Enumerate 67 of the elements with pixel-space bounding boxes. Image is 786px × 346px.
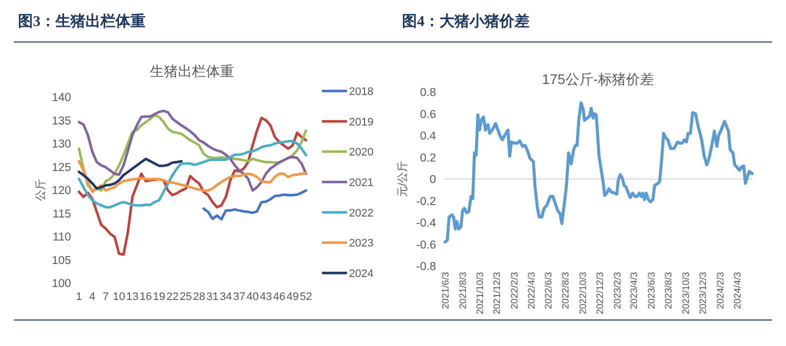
y-tick-label: 130 — [52, 138, 71, 150]
y-tick-label: 105 — [52, 254, 71, 267]
x-tick-label: 2023/12/3 — [698, 272, 710, 314]
x-tick-label: 37 — [233, 291, 246, 303]
x-tick-label: 28 — [193, 291, 206, 303]
x-tick-label: 13 — [126, 291, 139, 303]
x-tick-label: 7 — [102, 291, 109, 303]
y-tick-label: 140 — [52, 92, 71, 104]
x-tick-label: 2022/6/3 — [544, 272, 555, 309]
y-tick-label: -0.2 — [416, 196, 436, 208]
x-tick-label: 2024/4/3 — [732, 272, 744, 309]
y-tick-label: -0.8 — [416, 261, 436, 273]
chart-subtitle: 生猪出栏体重 — [150, 63, 234, 79]
y-tick-label: 125 — [52, 162, 71, 174]
y-axis-title: 元/公斤 — [396, 160, 409, 198]
y-tick-label: 0 — [430, 174, 436, 186]
x-tick-label: 19 — [152, 291, 166, 303]
legend-label: 2019 — [349, 116, 374, 128]
x-tick-label: 52 — [300, 291, 312, 303]
x-tick-label: 31 — [206, 291, 219, 303]
y-tick-label: -0.4 — [416, 218, 437, 230]
x-tick-label: 46 — [273, 291, 286, 303]
y-tick-label: -0.6 — [416, 239, 436, 252]
x-tick-label: 4 — [89, 291, 96, 303]
x-tick-label: 2022/8/3 — [560, 272, 572, 309]
y-axis-title: 公斤 — [34, 179, 47, 201]
chart-title: 图4：大猪小猪价差 — [402, 13, 530, 30]
x-tick-label: 49 — [286, 291, 299, 303]
y-tick-label: 0.4 — [420, 130, 437, 142]
x-tick-label: 2024/2/3 — [716, 272, 727, 309]
x-tick-label: 16 — [140, 291, 152, 303]
x-tick-label: 1 — [76, 291, 82, 303]
x-tick-label: 10 — [112, 291, 126, 303]
y-tick-label: 135 — [52, 115, 71, 128]
x-tick-label: 2022/10/3 — [578, 272, 589, 314]
y-tick-label: 0.2 — [420, 152, 436, 164]
chart-title: 图3：生猪出栏体重 — [18, 13, 146, 30]
y-tick-label: 115 — [52, 208, 71, 220]
x-tick-label: 2023/8/3 — [664, 272, 675, 309]
legend-label: 2024 — [349, 268, 374, 280]
y-tick-label: 120 — [52, 185, 71, 197]
legend-label: 2022 — [349, 207, 374, 220]
legend-label: 2021 — [349, 177, 374, 189]
x-tick-label: 2021/10/3 — [475, 272, 486, 314]
x-tick-label: 43 — [260, 291, 272, 303]
legend-label: 2018 — [349, 86, 374, 98]
x-tick-label: 2021/12/3 — [492, 272, 504, 314]
legend-label: 2023 — [349, 238, 374, 250]
legend-label: 2020 — [349, 146, 374, 159]
x-tick-label: 2023/2/3 — [612, 272, 624, 309]
x-tick-label: 2023/10/3 — [680, 272, 692, 314]
y-tick-label: 0.8 — [420, 87, 436, 99]
y-tick-label: 0.6 — [420, 108, 436, 121]
x-tick-label: 34 — [220, 291, 232, 303]
x-tick-label: 2022/2/3 — [510, 272, 521, 309]
x-tick-label: 2021/6/3 — [440, 272, 452, 309]
x-tick-label: 2023/6/3 — [646, 272, 658, 309]
y-tick-label: 100 — [52, 278, 71, 290]
x-tick-label: 2023/4/3 — [629, 272, 640, 309]
chart-subtitle: 175公斤-标猪价差 — [542, 71, 654, 87]
x-tick-label: 22 — [166, 291, 179, 303]
x-tick-label: 25 — [180, 291, 192, 303]
x-tick-label: 2022/12/3 — [595, 272, 606, 314]
x-tick-label: 2021/8/3 — [458, 272, 469, 309]
x-tick-label: 2022/4/3 — [526, 272, 538, 309]
x-tick-label: 40 — [246, 291, 259, 303]
y-tick-label: 110 — [52, 232, 71, 244]
